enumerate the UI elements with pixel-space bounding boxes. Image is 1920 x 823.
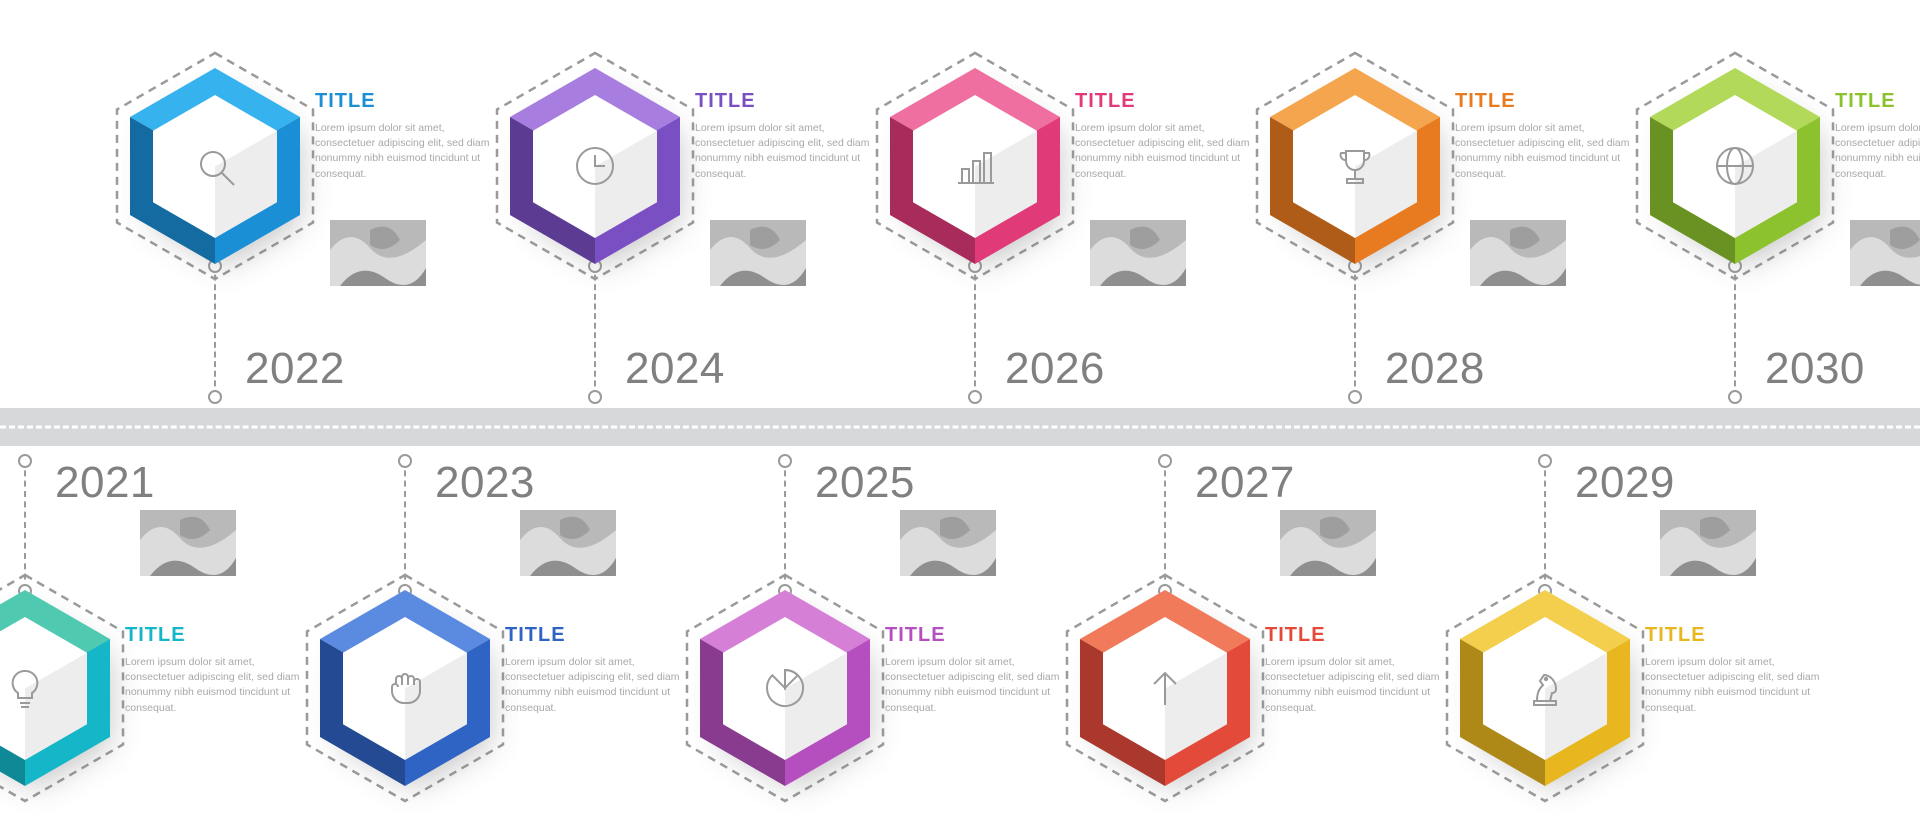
timeline-road: [0, 408, 1920, 446]
timeline-node-2026: [890, 68, 1060, 264]
arrowup-icon: [1080, 590, 1250, 786]
timeline-year: 2026: [1005, 344, 1105, 394]
timeline-text-2026: TITLE Lorem ipsum dolor sit amet, consect…: [1075, 90, 1265, 182]
timeline-marker: [778, 454, 792, 468]
timeline-connector: [1164, 460, 1166, 590]
timeline-title: TITLE: [1265, 624, 1455, 647]
timeline-node-2028: [1270, 68, 1440, 264]
fist-icon: [320, 590, 490, 786]
timeline-connector: [1354, 265, 1356, 396]
timeline-marker: [1728, 390, 1742, 404]
timeline-thumbnail: [330, 220, 426, 286]
timeline-year: 2028: [1385, 344, 1485, 394]
timeline-thumbnail: [1850, 220, 1920, 286]
trophy-icon: [1270, 68, 1440, 264]
timeline-marker: [208, 390, 222, 404]
timeline-year: 2022: [245, 344, 345, 394]
timeline-marker: [1538, 454, 1552, 468]
timeline-year: 2024: [625, 344, 725, 394]
timeline-text-2024: TITLE Lorem ipsum dolor sit amet, consect…: [695, 90, 885, 182]
timeline-title: TITLE: [315, 90, 505, 113]
timeline-connector: [784, 460, 786, 590]
timeline-desc: Lorem ipsum dolor sit amet, consectetuer…: [1075, 121, 1265, 182]
timeline-marker: [588, 390, 602, 404]
timeline-node-2025: [700, 590, 870, 786]
timeline-title: TITLE: [1455, 90, 1645, 113]
timeline-thumbnail: [1470, 220, 1566, 286]
timeline-thumbnail: [1280, 510, 1376, 576]
timeline-node-2027: [1080, 590, 1250, 786]
timeline-thumbnail: [1660, 510, 1756, 576]
timeline-desc: Lorem ipsum dolor sit amet, consectetuer…: [315, 121, 505, 182]
timeline-thumbnail: [520, 510, 616, 576]
timeline-thumbnail: [710, 220, 806, 286]
timeline-connector: [974, 265, 976, 396]
timeline-connector: [1544, 460, 1546, 590]
timeline-node-2029: [1460, 590, 1630, 786]
timeline-text-2028: TITLE Lorem ipsum dolor sit amet, consect…: [1455, 90, 1645, 182]
timeline-node-2024: [510, 68, 680, 264]
timeline-title: TITLE: [505, 624, 695, 647]
timeline-marker: [1348, 390, 1362, 404]
clock-icon: [510, 68, 680, 264]
timeline-title: TITLE: [695, 90, 885, 113]
barchart-icon: [890, 68, 1060, 264]
timeline-title: TITLE: [125, 624, 315, 647]
timeline-year: 2029: [1575, 458, 1675, 508]
timeline-connector: [404, 460, 406, 590]
timeline-node-2030: [1650, 68, 1820, 264]
timeline-marker: [968, 390, 982, 404]
lightbulb-icon: [0, 590, 110, 786]
timeline-marker: [398, 454, 412, 468]
timeline-thumbnail: [140, 510, 236, 576]
timeline-desc: Lorem ipsum dolor sit amet, consectetuer…: [1835, 121, 1920, 182]
timeline-connector: [214, 265, 216, 396]
timeline-text-2025: TITLE Lorem ipsum dolor sit amet, consect…: [885, 624, 1075, 716]
timeline-text-2022: TITLE Lorem ipsum dolor sit amet, consect…: [315, 90, 505, 182]
timeline-thumbnail: [900, 510, 996, 576]
timeline-marker: [1158, 454, 1172, 468]
timeline-year: 2030: [1765, 344, 1865, 394]
timeline-desc: Lorem ipsum dolor sit amet, consectetuer…: [1455, 121, 1645, 182]
timeline-title: TITLE: [885, 624, 1075, 647]
globe-icon: [1650, 68, 1820, 264]
timeline-year: 2021: [55, 458, 155, 508]
timeline-text-2023: TITLE Lorem ipsum dolor sit amet, consect…: [505, 624, 695, 716]
timeline-text-2021: TITLE Lorem ipsum dolor sit amet, consect…: [125, 624, 315, 716]
timeline-connector: [594, 265, 596, 396]
timeline-text-2029: TITLE Lorem ipsum dolor sit amet, consect…: [1645, 624, 1835, 716]
timeline-desc: Lorem ipsum dolor sit amet, consectetuer…: [695, 121, 885, 182]
piechart-icon: [700, 590, 870, 786]
search-icon: [130, 68, 300, 264]
timeline-connector: [1734, 265, 1736, 396]
knight-icon: [1460, 590, 1630, 786]
timeline-text-2027: TITLE Lorem ipsum dolor sit amet, consect…: [1265, 624, 1455, 716]
timeline-title: TITLE: [1835, 90, 1920, 113]
timeline-year: 2023: [435, 458, 535, 508]
timeline-node-2022: [130, 68, 300, 264]
timeline-year: 2025: [815, 458, 915, 508]
timeline-connector: [24, 460, 26, 590]
timeline-desc: Lorem ipsum dolor sit amet, consectetuer…: [885, 655, 1075, 716]
timeline-marker: [18, 454, 32, 468]
timeline-node-2021: [0, 590, 110, 786]
timeline-text-2030: TITLE Lorem ipsum dolor sit amet, consect…: [1835, 90, 1920, 182]
timeline-title: TITLE: [1645, 624, 1835, 647]
timeline-desc: Lorem ipsum dolor sit amet, consectetuer…: [125, 655, 315, 716]
timeline-desc: Lorem ipsum dolor sit amet, consectetuer…: [1265, 655, 1455, 716]
timeline-node-2023: [320, 590, 490, 786]
timeline-thumbnail: [1090, 220, 1186, 286]
timeline-desc: Lorem ipsum dolor sit amet, consectetuer…: [505, 655, 695, 716]
timeline-year: 2027: [1195, 458, 1295, 508]
timeline-title: TITLE: [1075, 90, 1265, 113]
timeline-desc: Lorem ipsum dolor sit amet, consectetuer…: [1645, 655, 1835, 716]
